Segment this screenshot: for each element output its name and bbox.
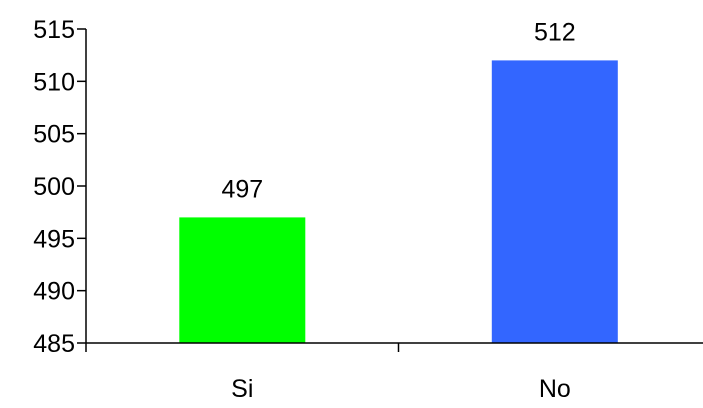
bar-si [179, 217, 306, 343]
y-tick-label: 485 [33, 330, 75, 358]
bar-no [491, 60, 618, 344]
axes-layer [77, 28, 703, 352]
y-tick-label: 505 [33, 121, 75, 149]
x-tick-label: No [539, 375, 571, 403]
y-tick-label: 490 [33, 278, 75, 306]
y-tick-label: 510 [33, 68, 75, 96]
data-label: 497 [221, 175, 263, 203]
y-tick-label: 500 [33, 173, 75, 201]
bars-layer [179, 60, 618, 344]
x-tick-label: Si [231, 375, 253, 403]
labels-layer: 497 Si 512 No 485 490 495 500 505 510 515 [33, 16, 575, 403]
y-tick-label: 515 [33, 16, 75, 44]
y-tick-label: 495 [33, 225, 75, 253]
data-label: 512 [534, 18, 576, 46]
